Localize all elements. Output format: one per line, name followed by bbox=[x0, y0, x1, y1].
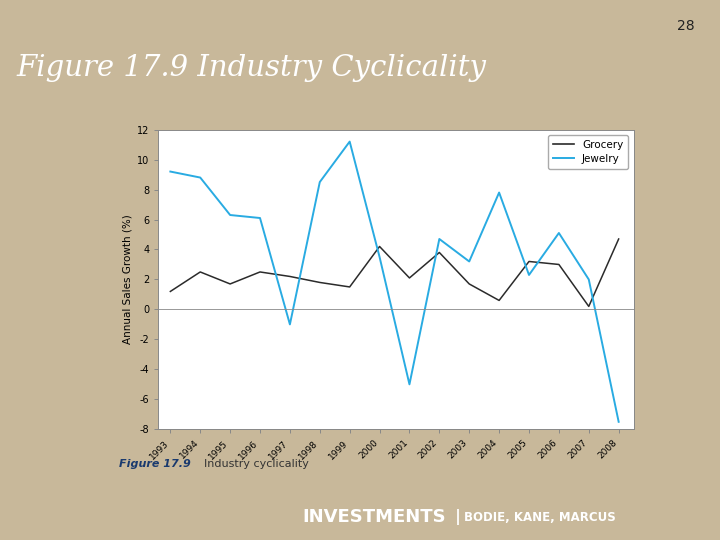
Text: INVESTMENTS: INVESTMENTS bbox=[303, 508, 446, 526]
Text: 28: 28 bbox=[678, 19, 695, 33]
Grocery bbox=[375, 243, 384, 249]
Legend: Grocery, Jewelry: Grocery, Jewelry bbox=[547, 135, 629, 170]
Jewelry bbox=[256, 215, 264, 221]
Grocery bbox=[405, 275, 414, 281]
Jewelry bbox=[495, 190, 503, 196]
Grocery bbox=[435, 249, 444, 256]
Jewelry bbox=[315, 179, 324, 185]
Jewelry bbox=[435, 236, 444, 242]
Text: BODIE, KANE, MARCUS: BODIE, KANE, MARCUS bbox=[464, 510, 616, 524]
Jewelry bbox=[196, 174, 204, 181]
Jewelry bbox=[554, 230, 563, 236]
Grocery bbox=[614, 236, 623, 242]
Y-axis label: Annual Sales Growth (%): Annual Sales Growth (%) bbox=[123, 214, 132, 345]
Grocery bbox=[585, 303, 593, 309]
Text: Industry cyclicality: Industry cyclicality bbox=[197, 460, 309, 469]
Grocery bbox=[495, 297, 503, 303]
Grocery bbox=[196, 269, 204, 275]
Jewelry bbox=[166, 168, 175, 175]
Jewelry bbox=[375, 254, 384, 260]
Grocery bbox=[346, 284, 354, 290]
Text: |: | bbox=[450, 509, 466, 525]
Text: Figure 17.9 Industry Cyclicality: Figure 17.9 Industry Cyclicality bbox=[17, 54, 486, 82]
Jewelry bbox=[286, 321, 294, 328]
Line: Jewelry: Jewelry bbox=[171, 141, 618, 422]
Jewelry bbox=[465, 258, 474, 265]
Grocery bbox=[286, 273, 294, 280]
Jewelry bbox=[585, 276, 593, 283]
Grocery bbox=[256, 269, 264, 275]
Grocery bbox=[226, 281, 235, 287]
Grocery bbox=[315, 279, 324, 286]
Jewelry bbox=[346, 138, 354, 145]
Grocery bbox=[554, 261, 563, 268]
Grocery bbox=[465, 281, 474, 287]
Grocery bbox=[525, 258, 534, 265]
Jewelry bbox=[405, 381, 414, 388]
Line: Grocery: Grocery bbox=[171, 239, 618, 306]
Text: Figure 17.9: Figure 17.9 bbox=[119, 460, 191, 469]
Jewelry bbox=[226, 212, 235, 218]
Jewelry bbox=[614, 418, 623, 425]
Jewelry bbox=[525, 272, 534, 278]
Grocery bbox=[166, 288, 175, 295]
